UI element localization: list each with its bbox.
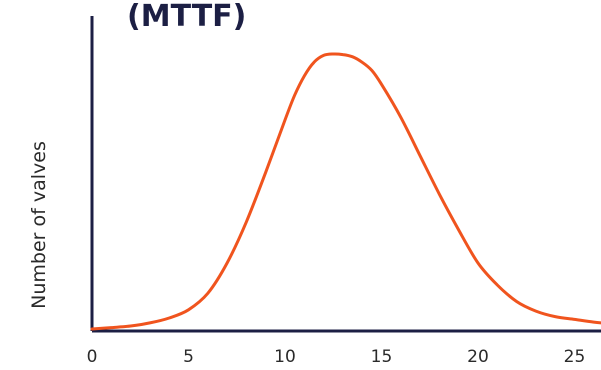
x-tick-labels: 0 5 10 15 20 25 [87,347,586,367]
x-tick-label-25: 25 [564,347,586,367]
x-tick-label-20: 20 [467,347,489,367]
chart-title: (MTTF) [127,0,246,34]
x-tick-label-10: 10 [274,347,296,367]
y-axis-label: Number of valves [28,141,50,309]
x-tick-label-0: 0 [87,347,98,367]
failure-distribution-curve [90,52,601,331]
x-tick-label-5: 5 [183,347,194,367]
x-tick-label-15: 15 [371,347,393,367]
